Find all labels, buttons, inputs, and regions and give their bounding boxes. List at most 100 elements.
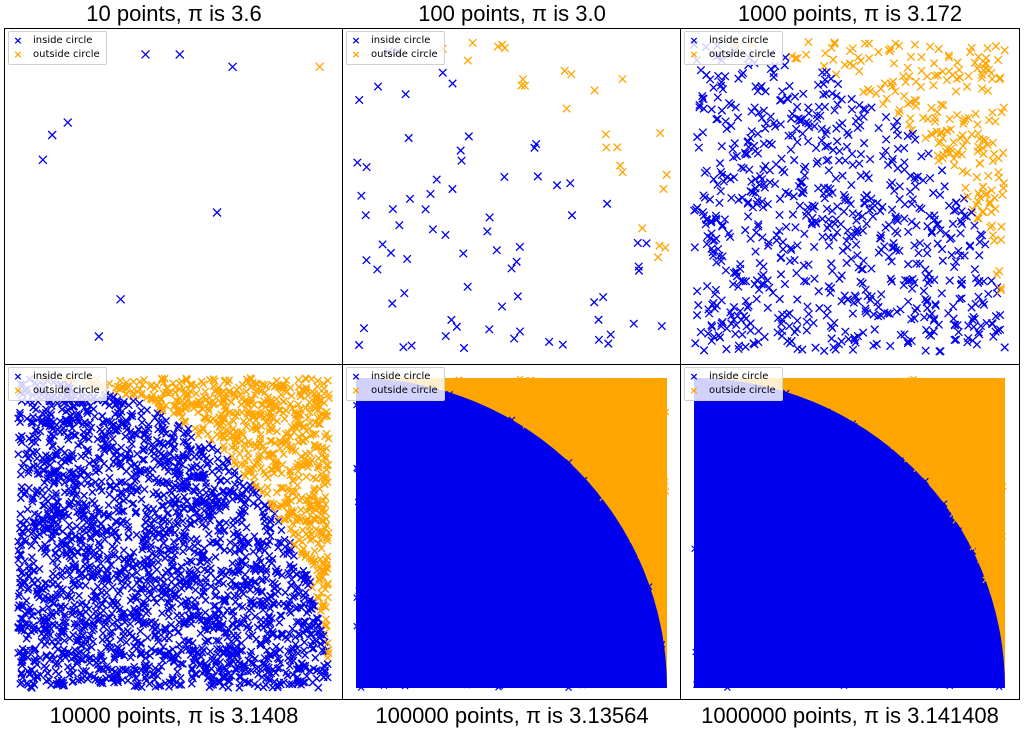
inside-point bbox=[741, 277, 751, 286]
inside-point bbox=[813, 157, 823, 166]
inside-point bbox=[141, 603, 150, 612]
inside-point bbox=[751, 82, 760, 91]
inside-point bbox=[913, 172, 922, 181]
inside-point bbox=[858, 212, 867, 221]
outside-point bbox=[994, 266, 1004, 276]
scatter-plot bbox=[14, 374, 333, 692]
inside-point bbox=[785, 81, 794, 91]
inside-point bbox=[937, 244, 947, 254]
inside-point bbox=[606, 330, 615, 339]
outside-point bbox=[994, 173, 1004, 182]
inside-point bbox=[822, 126, 831, 135]
inside-point bbox=[884, 252, 894, 262]
legend-inside-label: inside circle bbox=[371, 35, 431, 46]
inside-point bbox=[399, 343, 408, 352]
inside-point bbox=[532, 139, 541, 149]
inside-point bbox=[827, 334, 836, 343]
outside-point bbox=[245, 415, 254, 424]
inside-point bbox=[104, 501, 113, 510]
outside-point bbox=[910, 95, 920, 105]
inside-point bbox=[941, 229, 951, 238]
inside-point bbox=[703, 231, 712, 241]
inside-point bbox=[965, 241, 975, 250]
scatter-plot bbox=[38, 49, 325, 341]
inside-point bbox=[957, 294, 966, 303]
outside-point bbox=[901, 77, 910, 87]
inside-point bbox=[441, 230, 450, 240]
inside-point bbox=[459, 343, 469, 353]
inside-point bbox=[754, 285, 764, 294]
inside-point bbox=[747, 127, 756, 136]
outside-point bbox=[804, 37, 813, 47]
inside-point bbox=[224, 457, 233, 466]
inside-point bbox=[867, 292, 876, 301]
inside-point bbox=[47, 130, 57, 140]
inside-point bbox=[991, 327, 1000, 336]
outside-point bbox=[840, 60, 850, 70]
outside-point bbox=[885, 47, 895, 56]
inside-point bbox=[797, 177, 806, 187]
inside-point bbox=[707, 336, 716, 346]
outside-point bbox=[999, 103, 1008, 112]
outside-point bbox=[921, 133, 930, 143]
inside-point bbox=[300, 638, 309, 647]
outside-marker-icon: × bbox=[351, 48, 361, 61]
inside-point bbox=[219, 579, 228, 588]
outside-point bbox=[906, 114, 915, 123]
inside-point bbox=[464, 132, 474, 141]
inside-point bbox=[900, 214, 909, 223]
inside-point bbox=[709, 175, 718, 184]
inside-point bbox=[756, 83, 765, 93]
inside-point bbox=[706, 218, 716, 227]
inside-point bbox=[746, 234, 755, 243]
inside-point bbox=[792, 324, 802, 334]
panel-title: 1000 points, π is 3.172 bbox=[737, 1, 963, 26]
inside-point bbox=[971, 299, 980, 309]
outside-point bbox=[996, 286, 1006, 295]
scatter-panel-10: × inside circle × outside circle bbox=[4, 28, 343, 364]
inside-point bbox=[77, 626, 86, 635]
outside-point bbox=[975, 159, 985, 168]
outside-point bbox=[937, 128, 946, 138]
inside-point bbox=[764, 238, 773, 247]
inside-point bbox=[224, 683, 233, 692]
inside-point bbox=[771, 160, 781, 169]
inside-point bbox=[699, 94, 708, 104]
inside-point bbox=[602, 199, 612, 208]
inside-point bbox=[743, 303, 752, 312]
inside-point bbox=[138, 455, 147, 464]
inside-point bbox=[44, 485, 53, 494]
inside-point bbox=[736, 315, 746, 325]
inside-point bbox=[749, 339, 758, 348]
inside-point bbox=[976, 230, 985, 239]
inside-point bbox=[964, 333, 973, 343]
outside-point bbox=[880, 79, 889, 88]
inside-point bbox=[741, 225, 750, 235]
inside-point bbox=[818, 214, 827, 224]
outside-point bbox=[995, 73, 1005, 82]
inside-point bbox=[136, 576, 145, 585]
inside-point bbox=[714, 71, 723, 81]
inside-point bbox=[120, 397, 129, 406]
inside-point bbox=[751, 174, 760, 184]
inside-point bbox=[954, 246, 963, 256]
inside-point bbox=[927, 228, 936, 238]
inside-point bbox=[289, 551, 298, 560]
inside-point bbox=[838, 171, 847, 180]
inside-point bbox=[831, 174, 841, 183]
inside-point bbox=[860, 105, 870, 114]
outside-point bbox=[801, 50, 811, 59]
inside-point bbox=[828, 323, 837, 333]
outside-point bbox=[638, 224, 647, 233]
inside-point bbox=[801, 118, 811, 127]
inside-point bbox=[131, 509, 140, 518]
inside-point bbox=[923, 303, 932, 313]
inside-point bbox=[837, 296, 846, 306]
inside-point bbox=[921, 346, 930, 355]
inside-point bbox=[692, 311, 702, 320]
outside-point bbox=[990, 193, 999, 203]
inside-point bbox=[935, 347, 944, 356]
inside-point bbox=[361, 210, 370, 220]
inside-point bbox=[713, 180, 722, 189]
outside-point bbox=[974, 214, 983, 223]
